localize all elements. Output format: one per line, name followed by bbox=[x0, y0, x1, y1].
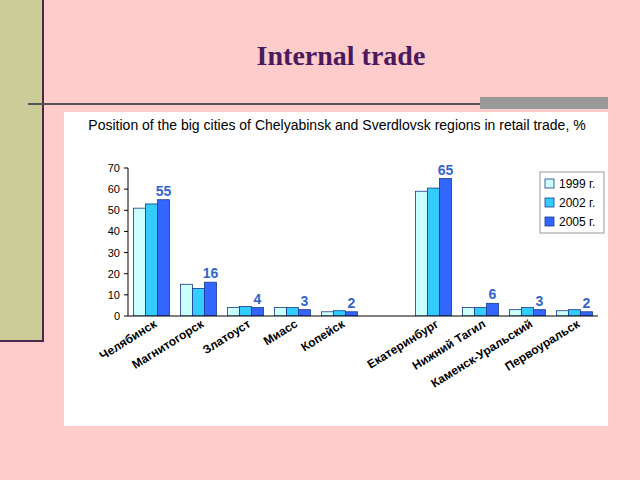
y-tick bbox=[124, 210, 128, 211]
legend-swatch bbox=[545, 198, 554, 207]
data-label: 4 bbox=[254, 291, 262, 307]
data-label: 16 bbox=[203, 265, 219, 281]
y-tick-label: 30 bbox=[108, 247, 120, 259]
bar bbox=[158, 200, 170, 316]
bar bbox=[181, 284, 193, 316]
bar bbox=[416, 191, 428, 316]
bar bbox=[581, 312, 593, 316]
data-label: 2 bbox=[348, 295, 356, 311]
legend-label: 2005 г. bbox=[559, 215, 595, 229]
x-axis bbox=[128, 316, 598, 317]
y-tick bbox=[124, 231, 128, 232]
bar bbox=[193, 289, 205, 316]
bar bbox=[569, 310, 581, 316]
y-tick-label: 0 bbox=[114, 310, 120, 322]
chart-title: Position of the big cities of Chelyabins… bbox=[72, 116, 602, 134]
bar bbox=[346, 312, 358, 316]
decor-strip bbox=[0, 0, 44, 342]
heading: Internal trade bbox=[42, 40, 640, 72]
y-tick-label: 70 bbox=[108, 162, 120, 174]
bar bbox=[205, 282, 217, 316]
bar bbox=[510, 310, 522, 316]
y-tick bbox=[124, 273, 128, 274]
x-tick-label: Златоуст bbox=[200, 317, 253, 357]
x-tick-label: Копейск bbox=[298, 316, 348, 354]
legend-swatch bbox=[545, 217, 554, 226]
chart: 010203040506070551643265632ЧелябинскМагн… bbox=[0, 0, 640, 480]
y-tick-label: 20 bbox=[108, 268, 120, 280]
rule-block bbox=[480, 97, 608, 109]
bar bbox=[522, 308, 534, 316]
bar bbox=[240, 306, 252, 316]
x-tick-label: Миасс bbox=[261, 317, 300, 349]
y-tick bbox=[124, 168, 128, 169]
legend-label: 2002 г. bbox=[559, 196, 595, 210]
bar bbox=[475, 308, 487, 316]
legend-box bbox=[540, 172, 604, 233]
y-tick-label: 10 bbox=[108, 289, 120, 301]
y-tick-label: 40 bbox=[108, 225, 120, 237]
y-tick bbox=[124, 189, 128, 190]
y-tick-label: 60 bbox=[108, 183, 120, 195]
data-label: 65 bbox=[438, 162, 454, 178]
legend-label: 1999 г. bbox=[559, 177, 595, 191]
bar bbox=[146, 204, 158, 316]
bar bbox=[287, 308, 299, 316]
bar bbox=[322, 312, 334, 316]
data-label: 2 bbox=[583, 295, 591, 311]
bar bbox=[557, 311, 569, 316]
legend-swatch bbox=[545, 179, 554, 188]
bar bbox=[275, 308, 287, 316]
bar bbox=[534, 310, 546, 316]
bar bbox=[334, 311, 346, 316]
bar bbox=[440, 179, 452, 316]
x-tick-label: Магнитогорск bbox=[129, 316, 207, 372]
data-label: 3 bbox=[301, 293, 309, 309]
bars bbox=[134, 179, 593, 316]
bar bbox=[299, 310, 311, 316]
x-tick-label: Первоуральск bbox=[502, 316, 583, 374]
y-tick bbox=[124, 294, 128, 295]
bar bbox=[487, 303, 499, 316]
data-label: 3 bbox=[536, 293, 544, 309]
data-label: 6 bbox=[489, 286, 497, 302]
y-tick bbox=[124, 252, 128, 253]
bar bbox=[252, 308, 264, 316]
data-label: 55 bbox=[156, 183, 172, 199]
bar bbox=[428, 188, 440, 316]
y-axis bbox=[128, 168, 129, 316]
y-tick-label: 50 bbox=[108, 204, 120, 216]
bar bbox=[134, 208, 146, 316]
y-tick bbox=[124, 316, 128, 317]
bar bbox=[228, 308, 240, 316]
bar bbox=[463, 308, 475, 316]
